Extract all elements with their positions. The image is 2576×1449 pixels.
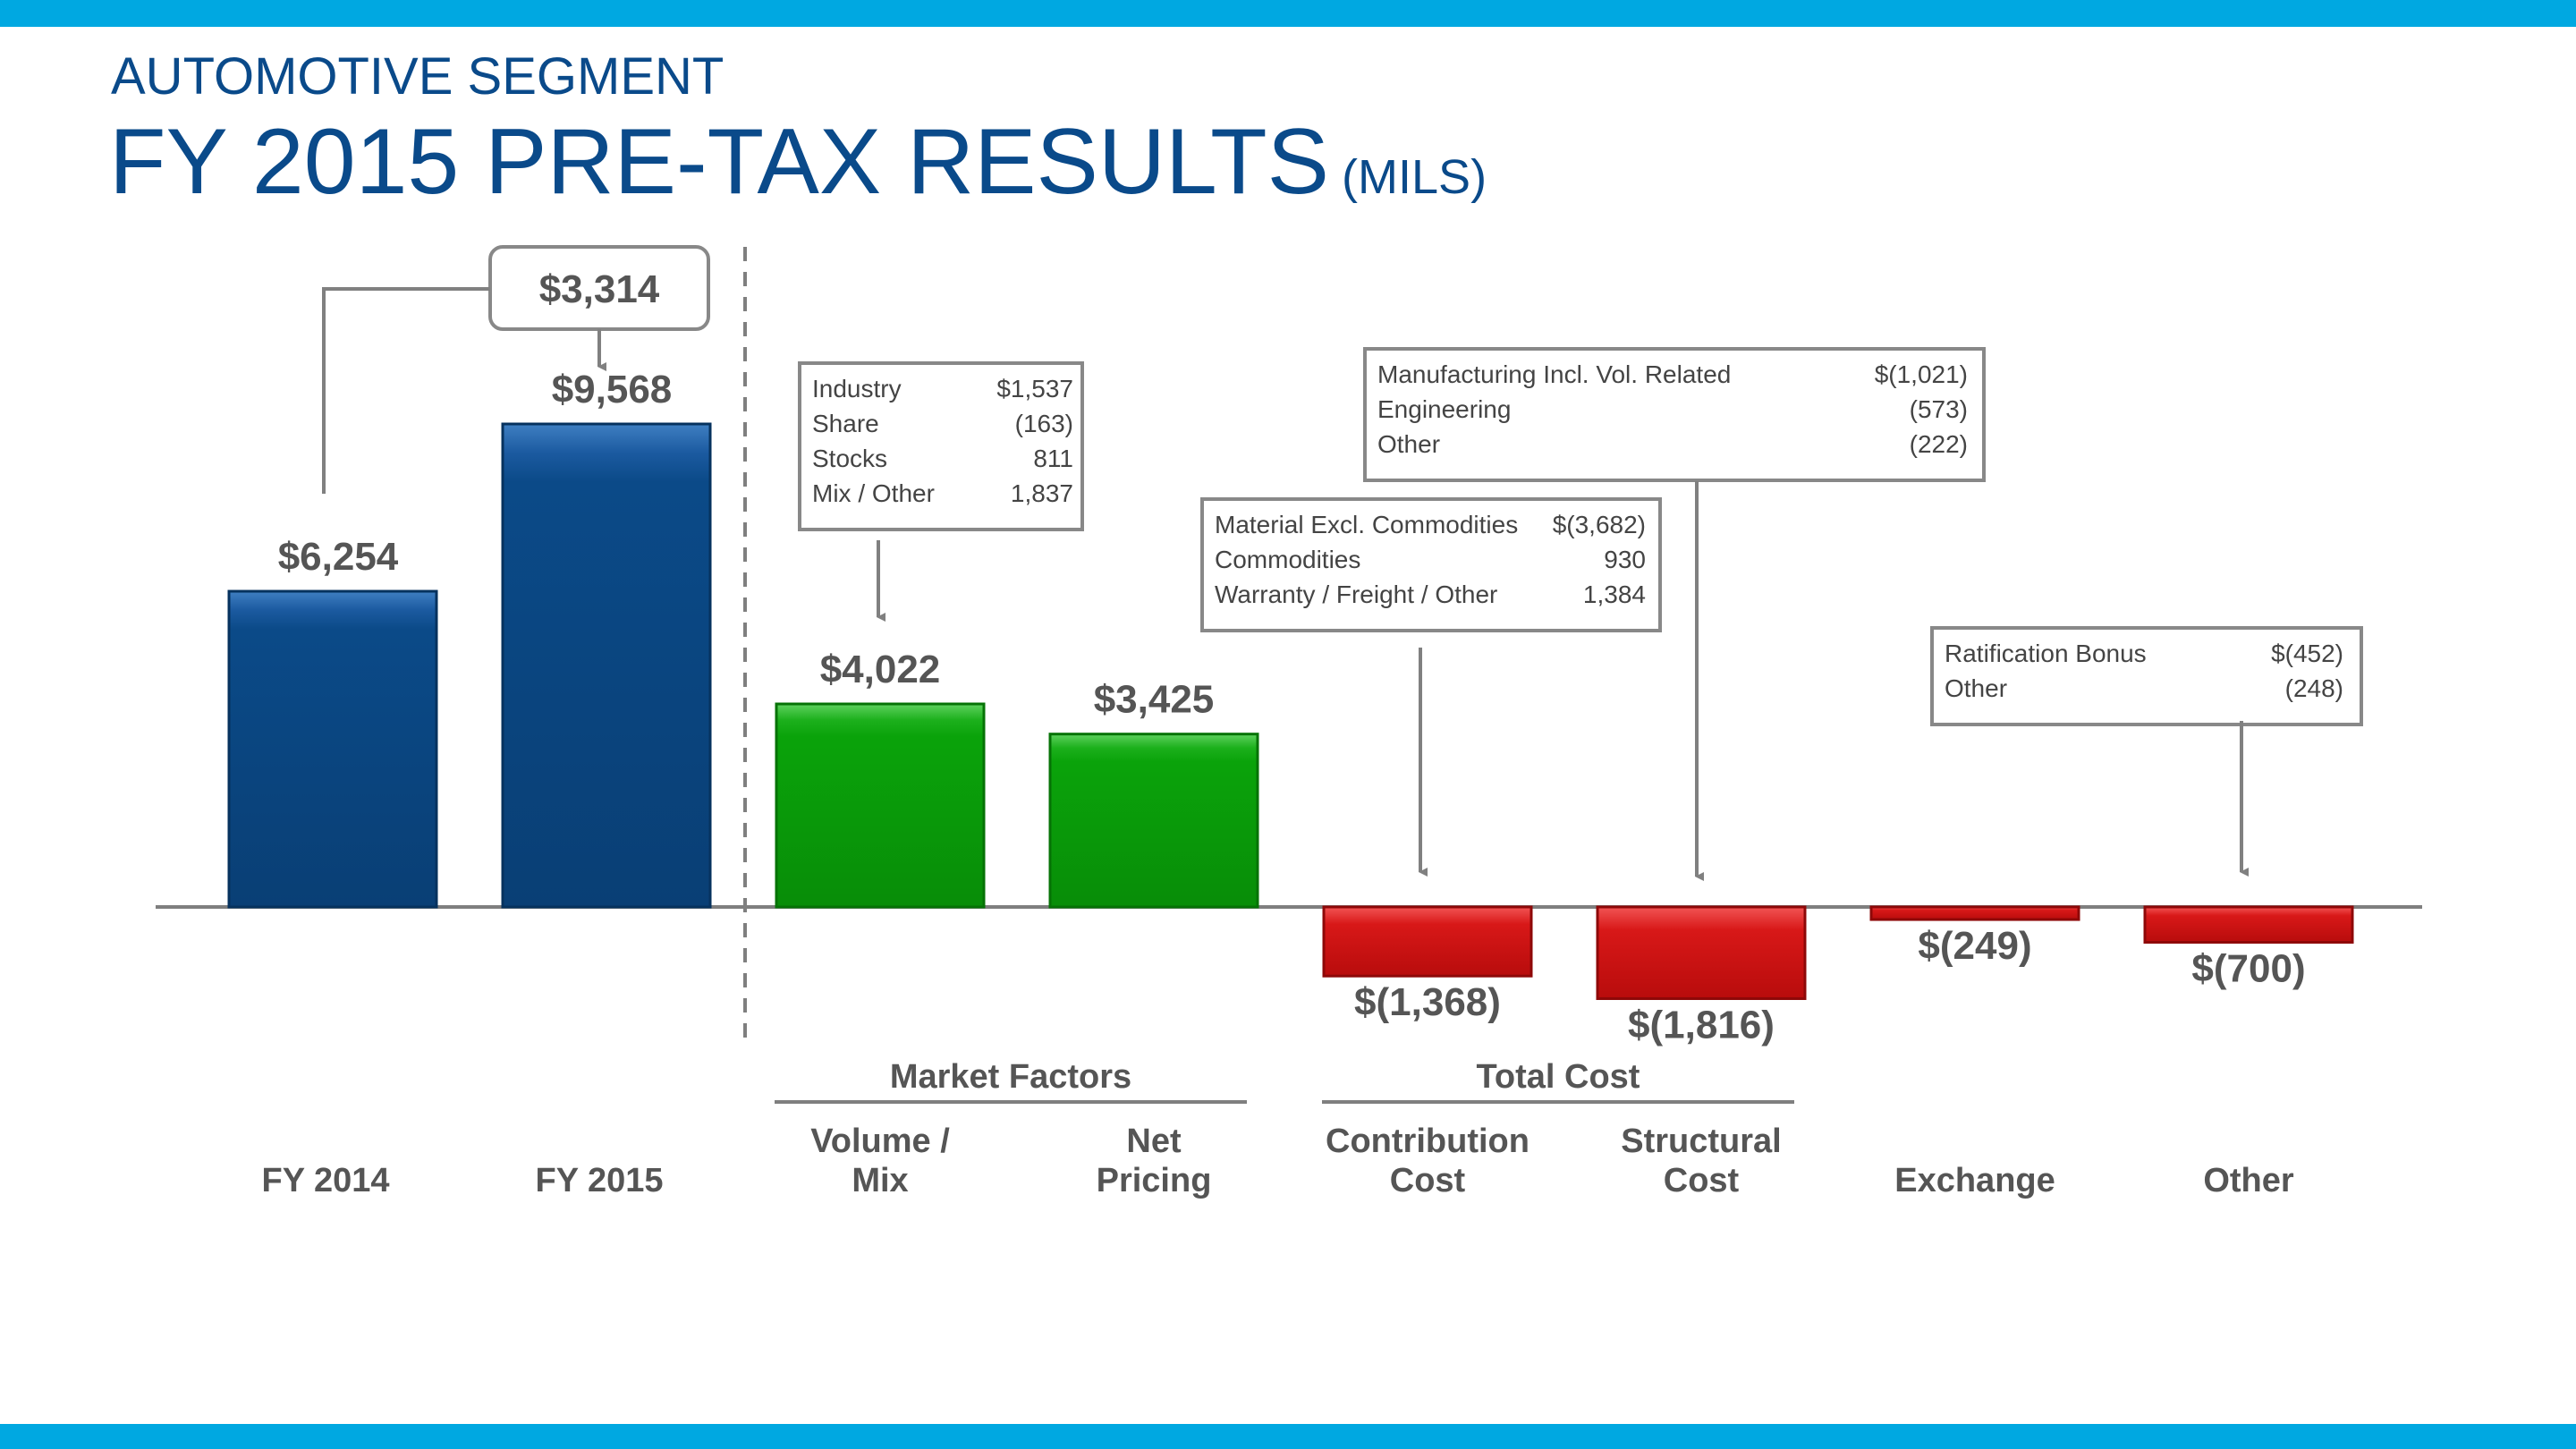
bar-other: [2143, 905, 2354, 945]
category-label-structural-cost-line-2: Cost: [1664, 1162, 1740, 1199]
callout-structural-cost-row-2-value: (573): [1910, 395, 1968, 423]
category-label-exchange-line-1: Exchange: [1894, 1162, 2055, 1199]
page-title-text: FY 2015 PRE-TAX RESULTS: [109, 110, 1330, 214]
category-label-other-line-1: Other: [2203, 1162, 2294, 1199]
callout-volume-mix-row-3-value: 811: [1033, 445, 1073, 472]
category-label-net-pricing-line-1: Net: [1126, 1123, 1182, 1160]
category-label-volume-mix-line-2: Mix: [852, 1162, 908, 1199]
bar-exchange: [1869, 905, 2080, 921]
value-label-contribution-cost: $(1,368): [1354, 980, 1501, 1024]
group-label-total-cost: Total Cost: [1477, 1058, 1640, 1096]
callout-box-structural-cost: [1363, 347, 1986, 482]
units-label: (MILS): [1342, 150, 1487, 204]
value-label-volume-mix: $4,022: [820, 648, 941, 691]
callout-structural-cost-row-1-label: Manufacturing Incl. Vol. Related: [1377, 360, 1731, 388]
callout-volume-mix-row-1-label: Industry: [812, 375, 902, 402]
callout-other-row-1-value: $(452): [2271, 640, 2343, 667]
callout-contribution-cost-row-3-label: Warranty / Freight / Other: [1215, 580, 1497, 608]
value-label-other: $(700): [2191, 947, 2305, 991]
callout-contribution-cost-row-2-value: 930: [1604, 546, 1646, 573]
callout-volume-mix-row-1-value: $1,537: [996, 375, 1073, 402]
callout-other-row-1-label: Ratification Bonus: [1945, 640, 2147, 667]
callout-volume-mix-row-4-label: Mix / Other: [812, 479, 935, 507]
callout-box-volume-mix: [798, 361, 1084, 531]
category-label-fy-2014-line-1: FY 2014: [262, 1162, 390, 1199]
value-label-structural-cost: $(1,816): [1628, 1003, 1775, 1046]
callout-contribution-cost-row-1-value: $(3,682): [1553, 511, 1646, 538]
category-label-contribution-cost-line-2: Cost: [1390, 1162, 1466, 1199]
value-label-fy-2015: $9,568: [552, 368, 673, 411]
change-bracket-line: [322, 287, 490, 494]
callout-contribution-cost-row-2-label: Commodities: [1215, 546, 1360, 573]
callout-box-other: [1930, 626, 2363, 726]
bar-net-pricing: [1048, 733, 1259, 909]
category-label-net-pricing-line-2: Pricing: [1097, 1162, 1212, 1199]
callout-volume-mix-row-2-value: (163): [1015, 410, 1073, 437]
bar-structural-cost: [1596, 905, 1807, 1000]
group-label-market-factors: Market Factors: [890, 1058, 1131, 1096]
callout-structural-cost-row-1-value: $(1,021): [1875, 360, 1968, 388]
value-label-exchange: $(249): [1918, 924, 2031, 968]
change-callout-value: $3,314: [539, 267, 660, 311]
callout-structural-cost-row-3-value: (222): [1910, 430, 1968, 458]
bar-fy-2014: [227, 589, 438, 909]
callout-other-row-2-label: Other: [1945, 674, 2007, 702]
bar-contribution-cost: [1322, 905, 1533, 978]
callout-structural-cost-row-2-label: Engineering: [1377, 395, 1511, 423]
bar-volume-mix: [775, 702, 986, 909]
callout-contribution-cost-row-3-value: 1,384: [1583, 580, 1646, 608]
callout-volume-mix-row-4-value: 1,837: [1011, 479, 1073, 507]
callout-volume-mix-row-3-label: Stocks: [812, 445, 887, 472]
category-label-structural-cost-line-1: Structural: [1621, 1123, 1781, 1160]
category-label-fy-2015-line-1: FY 2015: [536, 1162, 664, 1199]
value-label-net-pricing: $3,425: [1094, 678, 1215, 722]
callout-other-row-2-value: (248): [2285, 674, 2343, 702]
callout-box-contribution-cost: [1200, 497, 1662, 632]
top-accent-band: [0, 0, 2576, 27]
callout-contribution-cost-row-1-label: Material Excl. Commodities: [1215, 511, 1518, 538]
page-title: FY 2015 PRE-TAX RESULTS (MILS): [109, 111, 1487, 213]
category-label-contribution-cost-line-1: Contribution: [1326, 1123, 1530, 1160]
callout-volume-mix-row-2-label: Share: [812, 410, 879, 437]
callout-structural-cost-row-3-label: Other: [1377, 430, 1440, 458]
bottom-accent-band: [0, 1424, 2576, 1449]
value-label-fy-2014: $6,254: [278, 535, 399, 579]
bar-fy-2015: [501, 422, 712, 909]
category-label-volume-mix-line-1: Volume /: [810, 1123, 950, 1160]
segment-subtitle: AUTOMOTIVE SEGMENT: [111, 47, 724, 106]
